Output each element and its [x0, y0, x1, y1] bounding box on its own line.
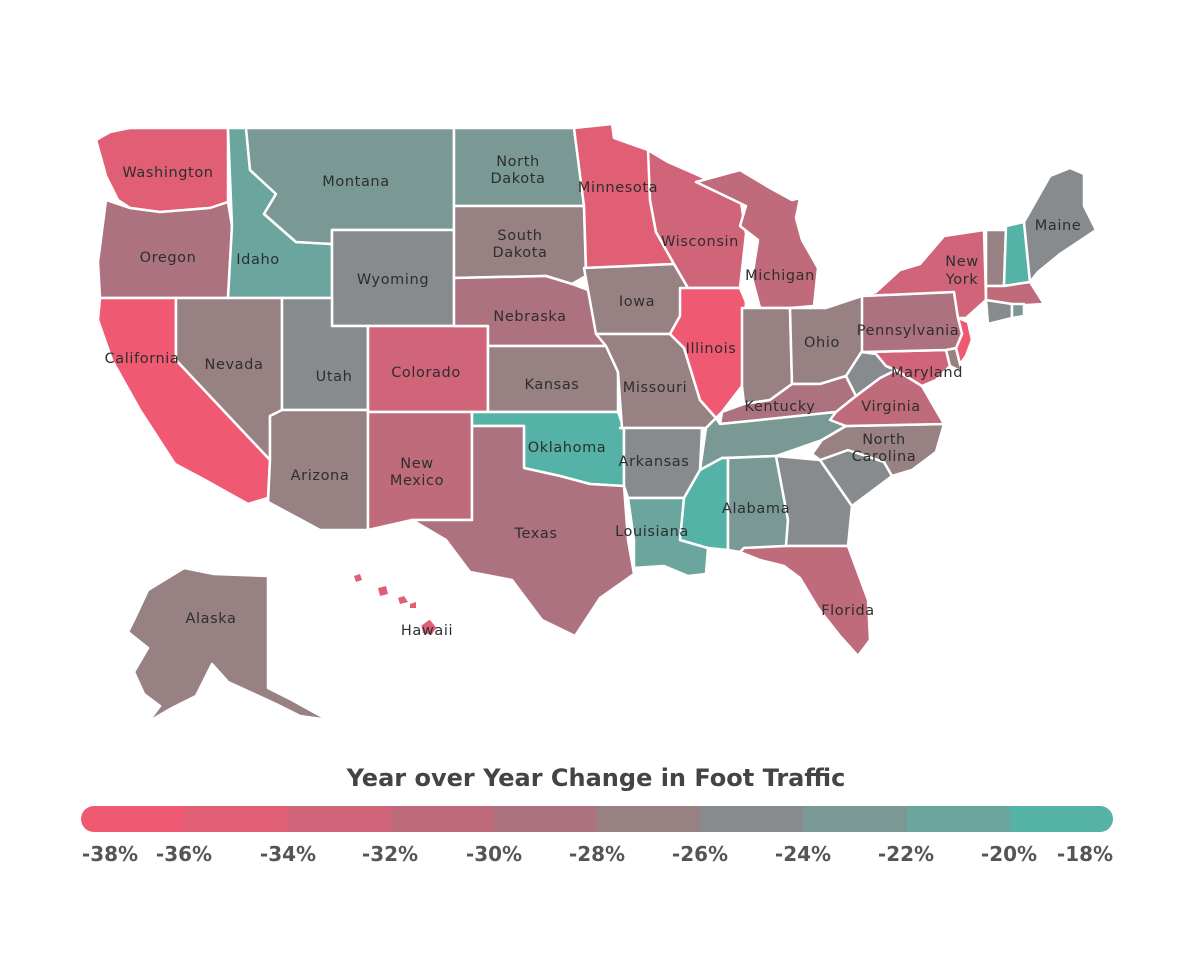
legend-swatch — [81, 806, 185, 832]
state-label-nebraska: Nebraska — [493, 309, 566, 325]
state-label-missouri: Missouri — [623, 380, 688, 396]
state-kansas — [486, 344, 620, 414]
state-label-pennsylvania: Pennsylvania — [857, 323, 959, 339]
state-label-montana: Montana — [322, 174, 389, 190]
state-label-utah: Utah — [316, 369, 353, 385]
state-oregon — [96, 198, 234, 300]
state-label-idaho: Idaho — [236, 252, 279, 268]
legend-tick-label: -30% — [465, 842, 523, 866]
state-pennsylvania — [860, 290, 964, 354]
state-label-nevada: Nevada — [205, 357, 264, 373]
legend-title: Year over Year Change in Foot Traffic — [346, 764, 846, 792]
legend-swatch — [184, 806, 288, 832]
legend-tick-label: -28% — [568, 842, 626, 866]
state-maine — [1022, 166, 1098, 284]
state-vt — [984, 228, 1008, 288]
state-label-michigan: Michigan — [745, 268, 815, 284]
state-label-texas: Texas — [513, 526, 557, 542]
state-label-maine: Maine — [1035, 218, 1082, 234]
legend-swatch — [906, 806, 1010, 832]
legend-tick-label: -26% — [671, 842, 729, 866]
legend-swatch — [287, 806, 391, 832]
legend-color-scale — [81, 806, 1113, 832]
state-florida — [738, 544, 872, 658]
state-label-minnesota: Minnesota — [578, 180, 658, 196]
legend-tick-label: -20% — [980, 842, 1038, 866]
legend-tick-label: -22% — [877, 842, 935, 866]
state-label-oregon: Oregon — [140, 250, 197, 266]
legend-swatch — [390, 806, 494, 832]
legend-swatch — [597, 806, 701, 832]
legend-swatch — [493, 806, 598, 832]
state-hawaii-island — [410, 602, 416, 608]
state-label-kansas: Kansas — [525, 377, 580, 393]
state-alaska — [126, 566, 330, 724]
state-label-maryland: Maryland — [891, 365, 963, 381]
state-labels: Washington Oregon California Idaho Nevada Mon… — [105, 154, 1082, 639]
state-label-north-carolina: North Carolina — [852, 432, 916, 465]
state-label-arkansas: Arkansas — [619, 454, 690, 470]
state-ri — [1010, 302, 1026, 320]
state-hawaii-island — [398, 596, 408, 604]
legend-tick-label: -24% — [774, 842, 832, 866]
state-label-colorado: Colorado — [391, 365, 461, 381]
state-label-arizona: Arizona — [291, 468, 350, 484]
state-texas — [410, 424, 636, 638]
state-label-washington: Washington — [122, 165, 213, 181]
us-map: Washington Oregon California Idaho Nevada Mon… — [94, 122, 1098, 724]
legend-swatch — [700, 806, 804, 832]
state-label-south-dakota: South Dakota — [493, 228, 548, 261]
state-label-alabama: Alabama — [722, 501, 790, 517]
state-label-ohio: Ohio — [804, 335, 840, 351]
state-label-illinois: Illinois — [686, 341, 737, 357]
state-ct — [984, 298, 1014, 326]
state-label-alaska: Alaska — [185, 611, 236, 627]
state-label-virginia: Virginia — [861, 399, 920, 415]
legend-tick-label: -38% — [81, 842, 139, 866]
legend-tick-labels: -38% -36% -34% -32% -30% -28% -26% -24% -22% -20%… — [0, 842, 1200, 872]
legend-tick-label: -18% — [1056, 842, 1114, 866]
state-label-iowa: Iowa — [619, 294, 655, 310]
state-label-new-york: New York — [945, 254, 979, 288]
state-label-florida: Florida — [821, 603, 875, 619]
state-hawaii-island — [354, 574, 362, 582]
state-shapes — [94, 122, 1098, 724]
legend-swatch — [1009, 806, 1113, 832]
state-hawaii — [418, 616, 440, 638]
state-label-new-mexico: New Mexico — [390, 456, 444, 489]
state-label-north-dakota: North Dakota — [491, 154, 546, 187]
state-label-hawaii: Hawaii — [401, 623, 453, 639]
legend-tick-label: -34% — [259, 842, 317, 866]
state-hawaii-island — [378, 586, 388, 596]
state-label-wyoming: Wyoming — [357, 272, 429, 288]
state-label-california: California — [105, 351, 180, 367]
state-label-louisiana: Louisiana — [615, 524, 689, 540]
state-michigan — [694, 168, 820, 310]
state-label-wisconsin: Wisconsin — [661, 234, 739, 250]
state-label-kentucky: Kentucky — [744, 399, 815, 415]
legend-swatch — [803, 806, 907, 832]
legend-tick-label: -36% — [155, 842, 213, 866]
state-label-oklahoma: Oklahoma — [528, 440, 607, 456]
legend-tick-label: -32% — [361, 842, 419, 866]
